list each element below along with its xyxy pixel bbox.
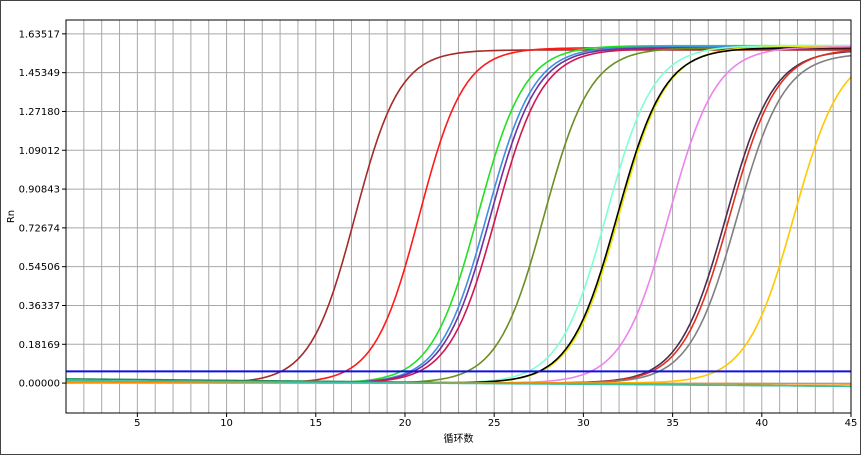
y-tick-label: 0.00000: [19, 379, 60, 390]
y-tick-label: 1.63517: [19, 29, 60, 40]
x-tick-label: 25: [488, 418, 501, 429]
plot-border: [65, 19, 852, 414]
x-tick-label: 30: [577, 418, 590, 429]
y-tick-label: 0.18169: [19, 340, 60, 351]
y-tick-label: 0.72674: [19, 223, 60, 234]
y-tick-label: 1.45349: [19, 68, 60, 79]
x-tick-label: 40: [755, 418, 768, 429]
x-tick-label: 15: [309, 418, 322, 429]
y-axis: 0.00000 0.18169 0.36337 0.54506 0.72674 0.908…: [19, 29, 66, 390]
y-tick-label: 0.90843: [19, 185, 60, 196]
y-tick-label: 1.27180: [19, 107, 60, 118]
x-tick-label: 45: [845, 418, 858, 429]
x-axis: 5 10 15 20 25 30 35 40 45: [134, 413, 857, 429]
x-tick-label: 10: [220, 418, 233, 429]
x-tick-label: 20: [399, 418, 412, 429]
amplification-curve-18: [65, 379, 852, 387]
y-tick-label: 0.54506: [19, 262, 60, 273]
series-layer: [65, 44, 852, 388]
y-tick-label: 0.36337: [19, 301, 60, 312]
y-tick-label: 1.09012: [19, 146, 60, 157]
x-tick-label: 5: [134, 418, 140, 429]
x-tick-label: 35: [666, 418, 679, 429]
y-axis-title: Rn: [6, 210, 17, 223]
x-axis-title: 循环数: [444, 432, 474, 445]
